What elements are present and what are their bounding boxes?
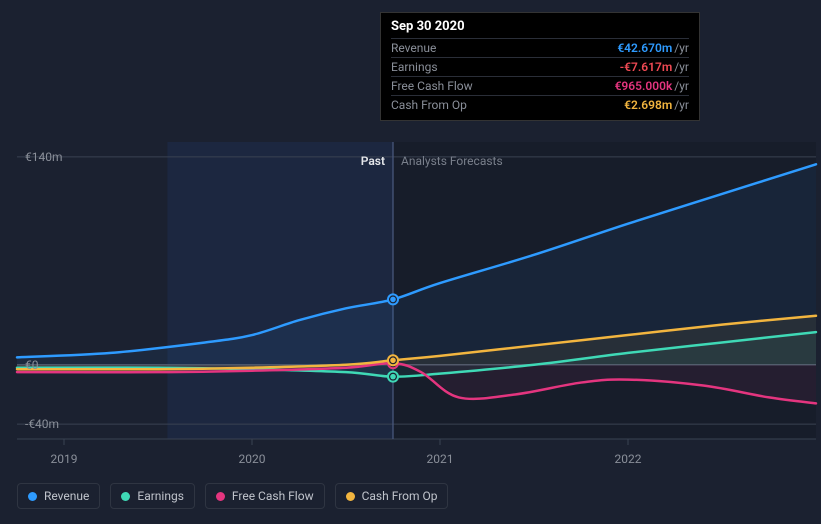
legend-item-label: Revenue — [44, 489, 89, 503]
y-tick-label: -€40m — [25, 417, 59, 431]
chart-legend: Revenue Earnings Free Cash Flow Cash Fro… — [17, 483, 448, 509]
legend-item-revenue[interactable]: Revenue — [17, 483, 100, 509]
stage-forecast: Analysts Forecasts — [401, 154, 503, 168]
tooltip-row-label: Earnings — [391, 60, 438, 74]
legend-item-label: Earnings — [137, 489, 184, 503]
x-tick-label: 2019 — [51, 452, 78, 466]
x-tick: 2021 — [427, 452, 454, 466]
tooltip-row-value: €42.670m/yr — [617, 41, 689, 55]
tooltip-row: Cash From Op €2.698m/yr — [391, 95, 689, 114]
legend-dot-icon — [28, 492, 37, 501]
x-tick-label: 2020 — [239, 452, 266, 466]
legend-dot-icon — [346, 492, 355, 501]
y-tick-label: €0 — [25, 358, 39, 372]
tooltip-row: Free Cash Flow €965.000k/yr — [391, 76, 689, 95]
y-tick-label: €140m — [25, 150, 63, 164]
x-tick: 2019 — [51, 452, 78, 466]
tooltip-row: Revenue €42.670m/yr — [391, 38, 689, 57]
legend-item-fcf[interactable]: Free Cash Flow — [205, 483, 325, 509]
tooltip-row-label: Free Cash Flow — [391, 79, 473, 93]
x-tick: 2020 — [239, 452, 266, 466]
tooltip-row: Earnings -€7.617m/yr — [391, 57, 689, 76]
tooltip-row-label: Cash From Op — [391, 98, 467, 112]
past-label: Past — [361, 154, 385, 168]
legend-dot-icon — [121, 492, 130, 501]
tooltip-row-value: -€7.617m/yr — [620, 60, 689, 74]
y-tick: €140m — [25, 150, 63, 164]
x-tick-label: 2021 — [427, 452, 454, 466]
x-tick-label: 2022 — [615, 452, 642, 466]
legend-item-label: Cash From Op — [362, 489, 438, 503]
y-tick: €0 — [25, 358, 39, 372]
legend-item-cfo[interactable]: Cash From Op — [335, 483, 449, 509]
legend-item-earnings[interactable]: Earnings — [110, 483, 195, 509]
legend-dot-icon — [216, 492, 225, 501]
tooltip-row-value: €965.000k/yr — [615, 79, 689, 93]
forecast-label: Analysts Forecasts — [401, 154, 503, 168]
tooltip-row-value: €2.698m/yr — [624, 98, 689, 112]
tooltip-row-label: Revenue — [391, 41, 436, 55]
tooltip-title: Sep 30 2020 — [391, 19, 689, 38]
stage-past: Past — [361, 154, 385, 168]
y-tick: -€40m — [25, 417, 59, 431]
x-tick: 2022 — [615, 452, 642, 466]
chart-tooltip: Sep 30 2020 Revenue €42.670m/yr Earnings… — [380, 12, 700, 121]
legend-item-label: Free Cash Flow — [232, 489, 314, 503]
chart-container: €140m €0 -€40m 2019 2020 2021 2022 Past Analysts… — [0, 0, 821, 524]
